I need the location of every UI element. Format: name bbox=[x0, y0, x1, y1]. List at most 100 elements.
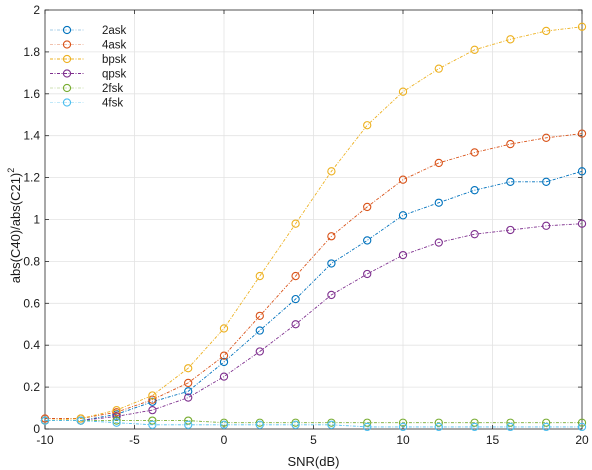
axis-ticks: -10 -5 0 5 10 15 20 0 0.2 0.4 0.6 0.8 1 1.2 1.4 1.6 1.8 2 bbox=[23, 3, 589, 447]
legend-label-qpsk: qpsk bbox=[102, 69, 127, 81]
data-point-qpsk bbox=[255, 347, 264, 356]
legend-marker-2ask bbox=[62, 25, 72, 35]
legend-label-2fsk: 2fsk bbox=[102, 83, 123, 95]
data-point-bpsk bbox=[434, 64, 443, 73]
data-point-2fsk bbox=[255, 418, 264, 427]
data-point-4ask bbox=[255, 311, 264, 321]
data-point-4ask bbox=[577, 129, 587, 138]
y-tick-label: 1 bbox=[33, 213, 40, 227]
data-point-2ask bbox=[112, 410, 121, 419]
data-point-2fsk bbox=[434, 418, 443, 427]
data-point-bpsk bbox=[470, 45, 479, 54]
data-point-bpsk bbox=[219, 324, 229, 333]
legend-label-4fsk: 4fsk bbox=[102, 98, 123, 110]
x-tick-label: -5 bbox=[129, 433, 140, 447]
data-point-4fsk bbox=[148, 420, 157, 429]
data-point-4ask bbox=[184, 378, 193, 388]
data-point-4fsk bbox=[219, 420, 229, 429]
series-line-2fsk bbox=[45, 420, 582, 424]
legend-label-2ask: 2ask bbox=[102, 25, 127, 37]
y-tick-label: 1.8 bbox=[23, 45, 40, 59]
data-point-4fsk bbox=[327, 420, 336, 429]
data-point-qpsk bbox=[398, 250, 408, 260]
legend-label-4ask: 4ask bbox=[102, 40, 127, 52]
legend-item-bpsk: bpsk bbox=[50, 54, 127, 66]
data-point-4fsk bbox=[76, 416, 85, 425]
data-point-bpsk bbox=[542, 26, 551, 36]
data-point-qpsk bbox=[542, 221, 551, 230]
data-point-bpsk bbox=[255, 271, 264, 281]
legend-marker-bpsk bbox=[62, 54, 72, 64]
series-4fsk bbox=[40, 416, 587, 432]
x-tick-label: 10 bbox=[396, 433, 410, 447]
data-point-2fsk bbox=[577, 418, 587, 427]
legend-marker-2fsk bbox=[62, 83, 72, 93]
data-point-bpsk bbox=[291, 219, 300, 228]
x-tick-label: -10 bbox=[36, 433, 54, 447]
data-point-qpsk bbox=[148, 405, 157, 415]
grid-lines bbox=[45, 10, 582, 429]
data-point-4fsk bbox=[470, 422, 479, 432]
data-point-2fsk bbox=[112, 416, 121, 425]
data-point-2fsk bbox=[398, 418, 408, 427]
x-tick-label: 15 bbox=[486, 433, 500, 447]
data-point-bpsk bbox=[363, 121, 372, 130]
data-point-2fsk bbox=[291, 418, 300, 427]
data-point-bpsk bbox=[577, 22, 587, 31]
series-line-4fsk bbox=[45, 420, 582, 428]
y-tick-label: 2 bbox=[33, 3, 40, 17]
data-point-qpsk bbox=[184, 393, 193, 402]
data-point-qpsk bbox=[291, 320, 300, 329]
data-point-4ask bbox=[40, 414, 50, 423]
x-tick-label: 20 bbox=[575, 433, 589, 447]
x-tick-label: 5 bbox=[310, 433, 317, 447]
data-point-4fsk bbox=[291, 420, 300, 429]
data-point-2fsk bbox=[363, 418, 372, 427]
data-point-2fsk bbox=[327, 418, 336, 427]
legend-label-bpsk: bpsk bbox=[102, 54, 127, 66]
data-point-2ask bbox=[577, 167, 587, 176]
series-group bbox=[40, 22, 587, 432]
y-axis-label-superscript: 2 bbox=[6, 168, 16, 173]
legend-item-2ask: 2ask bbox=[50, 25, 127, 37]
data-point-qpsk bbox=[363, 269, 372, 279]
series-line-2ask bbox=[45, 170, 583, 422]
legend: 2ask 4ask bpsk qpsk 2fsk 4fsk bbox=[50, 25, 127, 110]
data-point-2fsk bbox=[184, 416, 193, 425]
data-point-4ask bbox=[506, 139, 515, 149]
data-point-4ask bbox=[148, 395, 157, 404]
data-point-4ask bbox=[219, 351, 229, 360]
data-point-qpsk bbox=[506, 225, 515, 235]
series-line-bpsk bbox=[44, 26, 583, 422]
data-point-2ask bbox=[219, 357, 229, 367]
data-point-2ask bbox=[398, 211, 408, 220]
data-point-2fsk bbox=[542, 418, 551, 427]
data-point-2ask bbox=[255, 326, 264, 335]
data-point-bpsk bbox=[398, 87, 408, 96]
y-tick-label: 0.2 bbox=[23, 380, 40, 394]
data-point-bpsk bbox=[184, 364, 193, 373]
legend-marker-4ask bbox=[62, 40, 72, 49]
y-tick-label: 0.4 bbox=[23, 338, 40, 352]
legend-marker-qpsk bbox=[62, 69, 72, 78]
data-point-2fsk bbox=[219, 418, 229, 427]
x-tick-label: 0 bbox=[221, 433, 228, 447]
legend-item-2fsk: 2fsk bbox=[50, 83, 123, 95]
data-point-4fsk bbox=[577, 422, 587, 432]
data-point-4ask bbox=[434, 158, 443, 168]
data-point-bpsk bbox=[76, 414, 85, 423]
data-point-2ask bbox=[434, 198, 443, 207]
data-point-2ask bbox=[542, 177, 551, 186]
data-point-2ask bbox=[470, 186, 479, 195]
data-point-qpsk bbox=[577, 219, 587, 228]
data-point-2ask bbox=[184, 387, 193, 396]
data-point-qpsk bbox=[327, 290, 336, 300]
data-point-4fsk bbox=[40, 416, 50, 425]
data-point-bpsk bbox=[327, 167, 336, 176]
data-point-4fsk bbox=[363, 422, 372, 432]
y-tick-label: 0.6 bbox=[23, 296, 40, 310]
y-tick-label: 1.2 bbox=[23, 171, 40, 185]
data-point-4ask bbox=[291, 271, 300, 281]
